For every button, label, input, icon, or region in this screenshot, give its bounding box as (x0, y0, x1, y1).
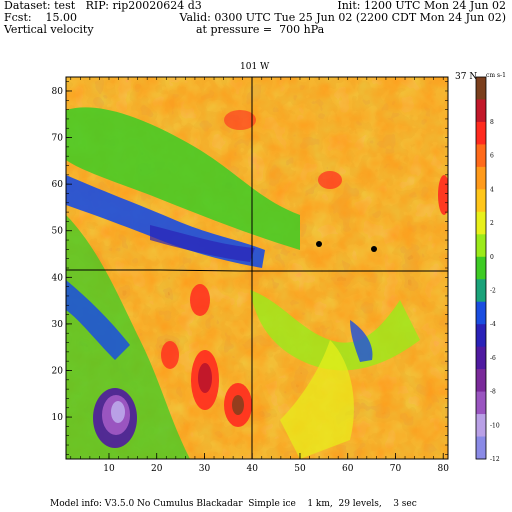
y-tick-label: 30 (52, 320, 64, 330)
colorbar-tick-label: 4 (490, 186, 494, 193)
colorbar-swatch (476, 144, 486, 168)
colorbar-axis: 8 6 4 2 0 -2 -4 -6 -8 -10 -12 (490, 119, 500, 463)
map-right-label: 37 N (455, 72, 478, 82)
x-tick-label: 40 (246, 464, 258, 474)
colorbar-swatch (476, 234, 486, 258)
colorbar-swatch (476, 189, 486, 213)
colorbar-swatch (476, 279, 486, 303)
header-left: Dataset: test RIP: rip20020624 d3 Fcst: 1… (4, 0, 202, 36)
station-marker (316, 241, 322, 247)
colorbar-swatch (476, 436, 486, 460)
colorbar-tick-label: -6 (490, 355, 496, 362)
colorbar-unit: cm s-1 (486, 72, 506, 79)
y-tick-label: 70 (52, 134, 64, 144)
x-tick-label: 30 (199, 464, 211, 474)
y-tick-label: 40 (52, 273, 64, 283)
colorbar-tick-label: 0 (490, 254, 494, 261)
velocity-field (66, 77, 448, 459)
x-tick-label: 50 (294, 464, 306, 474)
colorbar-tick-label: -10 (490, 422, 500, 429)
colorbar-swatch (476, 256, 486, 280)
x-tick-label: 60 (342, 464, 354, 474)
y-axis: 10 20 30 40 50 60 70 80 (52, 81, 448, 455)
x-tick-label: 10 (103, 464, 115, 474)
x-tick-label: 70 (390, 464, 402, 474)
colorbar-swatch (476, 99, 486, 123)
header-right: Init: 1200 UTC Mon 24 Jun 02 Valid: 0300 … (180, 0, 506, 24)
x-tick-label: 80 (437, 464, 449, 474)
colorbar-tick-label: -8 (490, 389, 496, 396)
colorbar-swatch (476, 346, 486, 370)
colorbar-swatch (476, 166, 486, 190)
field-line: Vertical velocity (4, 23, 94, 36)
x-tick-label: 20 (151, 464, 163, 474)
colorbar-swatch (476, 301, 486, 325)
map-top-label: 101 W (240, 62, 270, 72)
station-marker (371, 246, 377, 252)
dataset-line: Dataset: test RIP: rip20020624 d3 (4, 0, 202, 12)
x-axis: 10 20 30 40 50 60 70 80 (70, 77, 449, 474)
y-tick-label: 80 (52, 87, 64, 97)
y-tick-label: 20 (52, 366, 64, 376)
colorbar-swatch (476, 77, 486, 100)
colorbar-tick-label: -2 (490, 287, 496, 294)
y-tick-label: 50 (52, 227, 64, 237)
colorbar-swatch (476, 369, 486, 393)
y-tick-label: 10 (52, 413, 64, 423)
colorbar-tick-label: 8 (490, 119, 494, 126)
colorbar-swatch (476, 211, 486, 235)
fcst-line: Fcst: 15.00 (4, 11, 78, 24)
colorbar-swatch (476, 414, 486, 438)
parallel-line (66, 269, 448, 272)
colorbar-tick-label: -12 (490, 456, 500, 463)
colorbar-tick-label: 2 (490, 220, 494, 227)
colorbar (476, 77, 486, 460)
colorbar-tick-label: 6 (490, 153, 494, 160)
model-info: Model info: V3.5.0 No Cumulus Blackadar … (50, 499, 417, 509)
colorbar-swatch (476, 324, 486, 348)
colorbar-swatch (476, 391, 486, 415)
pressure-line: at pressure = 700 hPa (196, 23, 325, 36)
y-tick-label: 60 (52, 180, 64, 190)
colorbar-swatch (476, 121, 486, 145)
init-line: Init: 1200 UTC Mon 24 Jun 02 (337, 0, 506, 12)
valid-line: Valid: 0300 UTC Tue 25 Jun 02 (2200 CDT … (179, 11, 506, 24)
colorbar-tick-label: -4 (490, 321, 496, 328)
